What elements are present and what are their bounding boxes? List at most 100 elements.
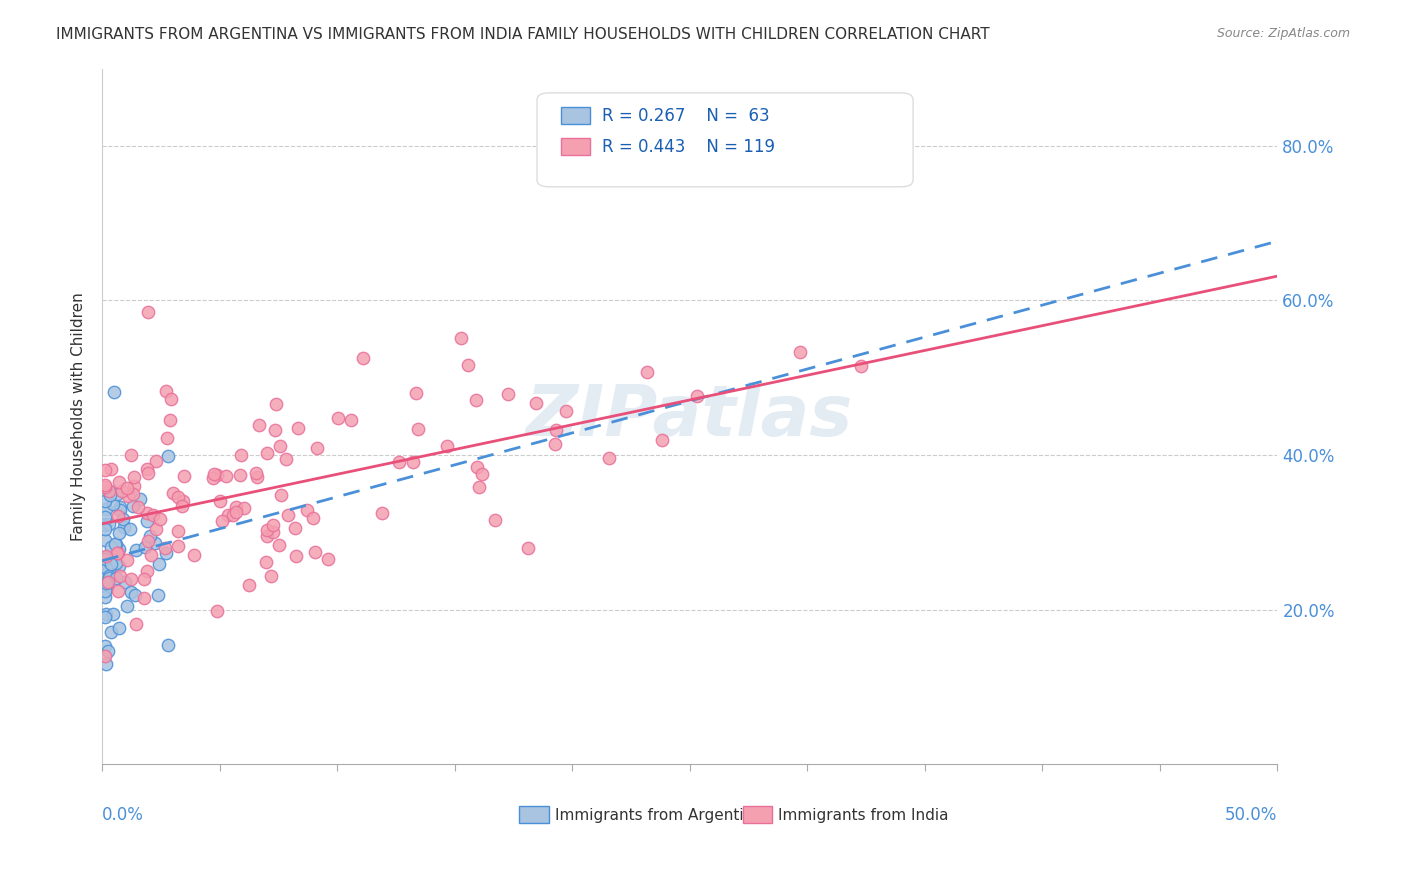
Point	[100, 558, 122, 572]
Point	[388, 454, 411, 468]
Point	[120, 522, 142, 536]
Point	[156, 638, 179, 652]
Point	[97, 563, 120, 577]
Point	[496, 387, 519, 401]
Point	[155, 546, 177, 560]
Point	[160, 392, 183, 406]
Point	[124, 588, 146, 602]
Point	[120, 584, 142, 599]
Point	[93, 480, 115, 494]
Point	[167, 490, 190, 504]
Point	[546, 423, 568, 437]
Point	[136, 564, 159, 578]
Point	[274, 452, 297, 467]
Point	[136, 533, 159, 548]
Point	[134, 572, 156, 586]
Point	[222, 508, 245, 523]
Point	[124, 470, 146, 484]
Point	[127, 500, 149, 514]
Point	[115, 553, 138, 567]
Point	[245, 466, 267, 480]
Point	[135, 506, 157, 520]
Point	[112, 520, 135, 534]
Point	[105, 546, 128, 560]
Point	[134, 541, 156, 555]
Point	[105, 537, 128, 551]
Point	[122, 479, 145, 493]
Text: 50.0%: 50.0%	[1225, 806, 1278, 824]
FancyBboxPatch shape	[742, 806, 772, 823]
Point	[136, 515, 159, 529]
Point	[93, 510, 115, 524]
Point	[166, 524, 188, 538]
Point	[97, 483, 120, 498]
Point	[284, 549, 307, 563]
Point	[685, 389, 707, 403]
Point	[100, 624, 122, 639]
Point	[166, 539, 188, 553]
Point	[104, 537, 127, 551]
Point	[406, 422, 429, 436]
Point	[94, 502, 117, 516]
Point	[270, 487, 292, 501]
Point	[104, 556, 127, 570]
Point	[636, 365, 658, 379]
Point	[143, 536, 166, 550]
Point	[450, 331, 472, 345]
Point	[201, 471, 224, 485]
Point	[172, 500, 194, 514]
Point	[263, 423, 285, 437]
Point	[264, 397, 287, 411]
Point	[849, 359, 872, 373]
Point	[94, 576, 117, 591]
Point	[172, 493, 194, 508]
Point	[247, 418, 270, 433]
Point	[108, 526, 131, 541]
Point	[209, 494, 232, 508]
Point	[598, 451, 620, 466]
Point	[93, 590, 115, 604]
Text: R = 0.267    N =  63: R = 0.267 N = 63	[602, 107, 769, 125]
Point	[471, 467, 494, 481]
Point	[111, 484, 134, 499]
Point	[107, 546, 129, 560]
Point	[405, 386, 427, 401]
Point	[262, 524, 284, 539]
Point	[267, 538, 290, 552]
Point	[96, 657, 118, 671]
Point	[93, 552, 115, 566]
Point	[96, 581, 118, 595]
Point	[94, 463, 117, 477]
Point	[484, 513, 506, 527]
Point	[100, 540, 122, 554]
Point	[94, 561, 117, 575]
Text: 0.0%: 0.0%	[103, 806, 143, 824]
Point	[125, 616, 148, 631]
Point	[145, 454, 167, 468]
Point	[98, 487, 121, 501]
Text: Source: ZipAtlas.com: Source: ZipAtlas.com	[1216, 27, 1350, 40]
Point	[93, 517, 115, 532]
Point	[94, 523, 117, 537]
Point	[211, 514, 233, 528]
Point	[122, 499, 145, 513]
Point	[97, 643, 120, 657]
Point	[114, 574, 136, 589]
Point	[205, 467, 228, 482]
FancyBboxPatch shape	[561, 138, 591, 155]
Point	[217, 508, 239, 523]
Point	[93, 610, 115, 624]
Point	[555, 403, 578, 417]
Point	[108, 475, 131, 490]
Point	[121, 486, 143, 500]
Point	[183, 548, 205, 562]
Point	[108, 500, 131, 514]
Point	[129, 492, 152, 507]
Point	[101, 607, 124, 622]
Point	[173, 469, 195, 483]
Point	[516, 541, 538, 555]
Point	[97, 575, 120, 590]
Point	[105, 487, 128, 501]
Point	[284, 521, 307, 535]
Point	[98, 571, 121, 585]
